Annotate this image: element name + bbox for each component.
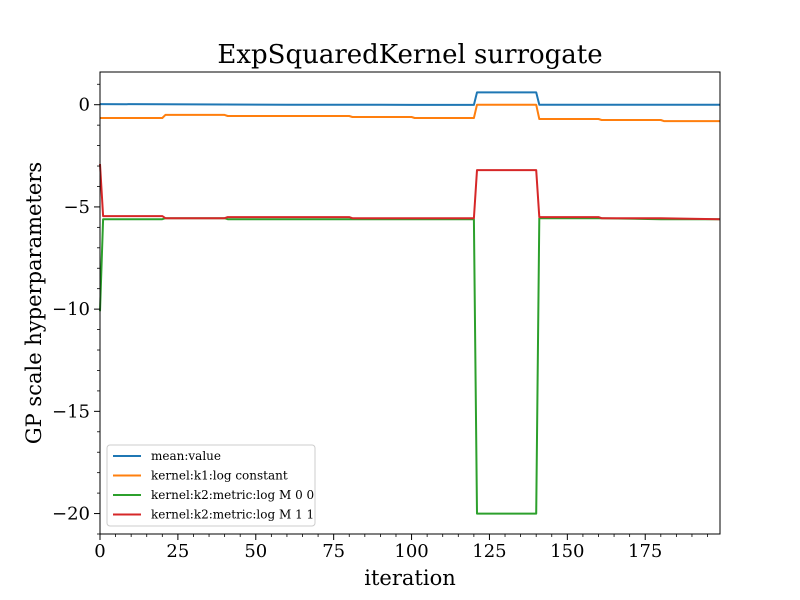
y-axis-label: GP scale hyperparameters (22, 162, 46, 444)
y-tick-label: 0 (79, 95, 90, 116)
series-line-1 (100, 103, 720, 123)
x-tick-label: 0 (94, 541, 105, 562)
plot-frame (99, 71, 721, 535)
legend-label-2: kernel:k2:metric:log M 0 0 (151, 488, 314, 502)
series-layer (99, 91, 721, 515)
x-axis-label: iteration (364, 566, 455, 590)
legend: mean:value kernel:k1:log constant kernel:k… (106, 444, 316, 527)
y-tick-label: −5 (63, 197, 90, 218)
chart-title: ExpSquaredKernel surrogate (217, 40, 602, 70)
x-tick-label: 150 (550, 541, 584, 562)
legend-label-1: kernel:k1:log constant (151, 469, 288, 483)
legend-label-0: mean:value (151, 449, 221, 463)
x-tick-label: 25 (166, 541, 189, 562)
x-tick-label: 125 (472, 541, 506, 562)
ticks-layer: 0 25 50 75 100 125 150 175 0 −5 −10 −15 −20 (52, 83, 708, 562)
x-tick-label: 175 (628, 541, 662, 562)
legend-box (106, 444, 316, 527)
y-tick-label: −10 (52, 299, 90, 320)
x-tick-label: 50 (244, 541, 267, 562)
x-tick-label: 75 (322, 541, 345, 562)
series-line-0 (99, 91, 720, 106)
series-line-3 (99, 163, 721, 221)
x-tick-label: 100 (394, 541, 428, 562)
y-tick-label: −15 (52, 401, 90, 422)
y-tick-label: −20 (52, 504, 90, 525)
legend-label-3: kernel:k2:metric:log M 1 1 (151, 508, 314, 522)
